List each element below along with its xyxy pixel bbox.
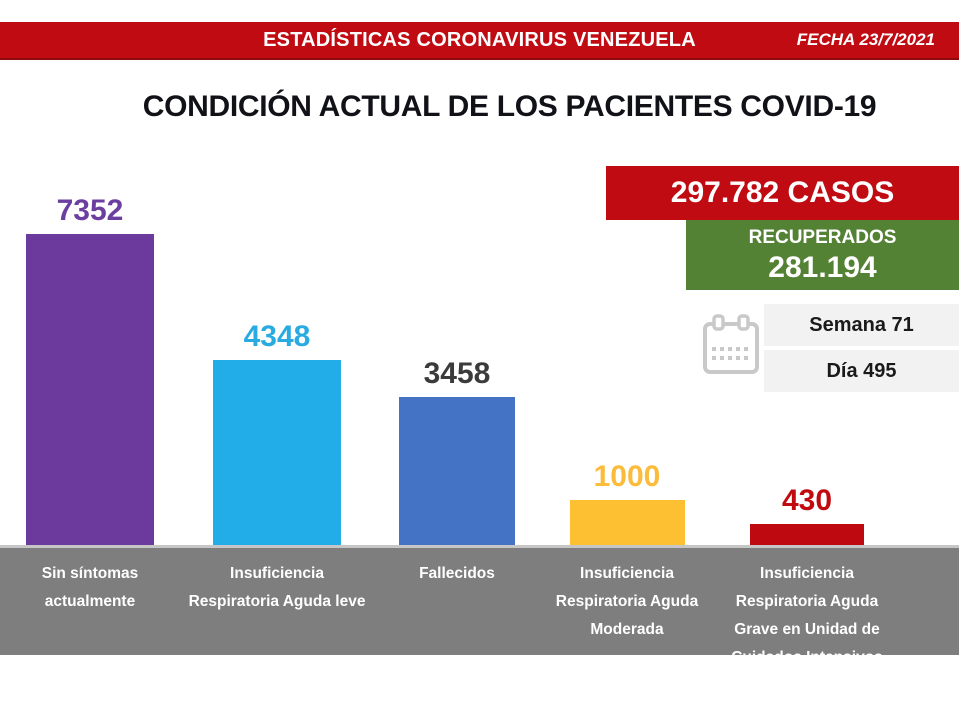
bar-value-label: 1000	[593, 460, 661, 493]
bar-value-label: 430	[781, 484, 833, 517]
category-label-sin-sintomas: Sin síntomas actualmente	[41, 565, 139, 610]
category-label-ira-leve: Insuficiencia Respiratoria Aguda leve	[188, 565, 366, 610]
calendar-icon	[703, 314, 759, 374]
bar-ira-moderada	[569, 500, 685, 545]
week-badge: Semana 71	[764, 304, 959, 346]
category-label-ira-moderada: Insuficiencia Respiratoria Aguda Moderad…	[555, 565, 699, 638]
bar-value-label: 7352	[56, 194, 124, 227]
page-title: CONDICIÓN ACTUAL DE LOS PACIENTES COVID-…	[142, 90, 877, 123]
header-date-label: FECHA 23/7/2021	[796, 30, 935, 49]
bar-column-fallecidos: 3458	[367, 357, 547, 545]
header-bar: ESTADÍSTICAS CORONAVIRUS VENEZUELA FECHA…	[0, 22, 959, 60]
bar-value-label: 3458	[423, 357, 491, 390]
category-axis-band: Sin síntomas actualmente Insuficiencia R…	[0, 545, 959, 666]
bar-sin-sintomas	[26, 234, 154, 545]
recovered-badge: RECUPERADOS 281.194	[686, 220, 959, 290]
category-label-fallecidos: Fallecidos	[419, 565, 495, 582]
bar-column-ira-moderada: 1000	[537, 460, 717, 545]
bar-value-label: 4348	[243, 320, 311, 353]
recovered-value: 281.194	[768, 250, 877, 284]
total-cases-badge: 297.782 CASOS	[606, 166, 959, 220]
day-badge: Día 495	[764, 350, 959, 392]
bar-column-sin-sintomas: 7352	[0, 194, 180, 545]
header-title: ESTADÍSTICAS CORONAVIRUS VENEZUELA	[263, 28, 696, 51]
bar-fallecidos	[399, 397, 515, 545]
bar-ira-leve	[213, 360, 341, 545]
bar-ira-grave-uci	[750, 524, 864, 545]
recovered-title: RECUPERADOS	[748, 227, 897, 249]
week-label: Semana 71	[809, 313, 914, 336]
day-label: Día 495	[826, 359, 897, 382]
bar-column-ira-grave-uci: 430	[717, 484, 897, 545]
category-label-ira-grave-uci: Insuficiencia Respiratoria Aguda Grave e…	[731, 565, 883, 666]
total-cases-label: 297.782 CASOS	[670, 176, 895, 209]
bar-column-ira-leve: 4348	[187, 320, 367, 545]
